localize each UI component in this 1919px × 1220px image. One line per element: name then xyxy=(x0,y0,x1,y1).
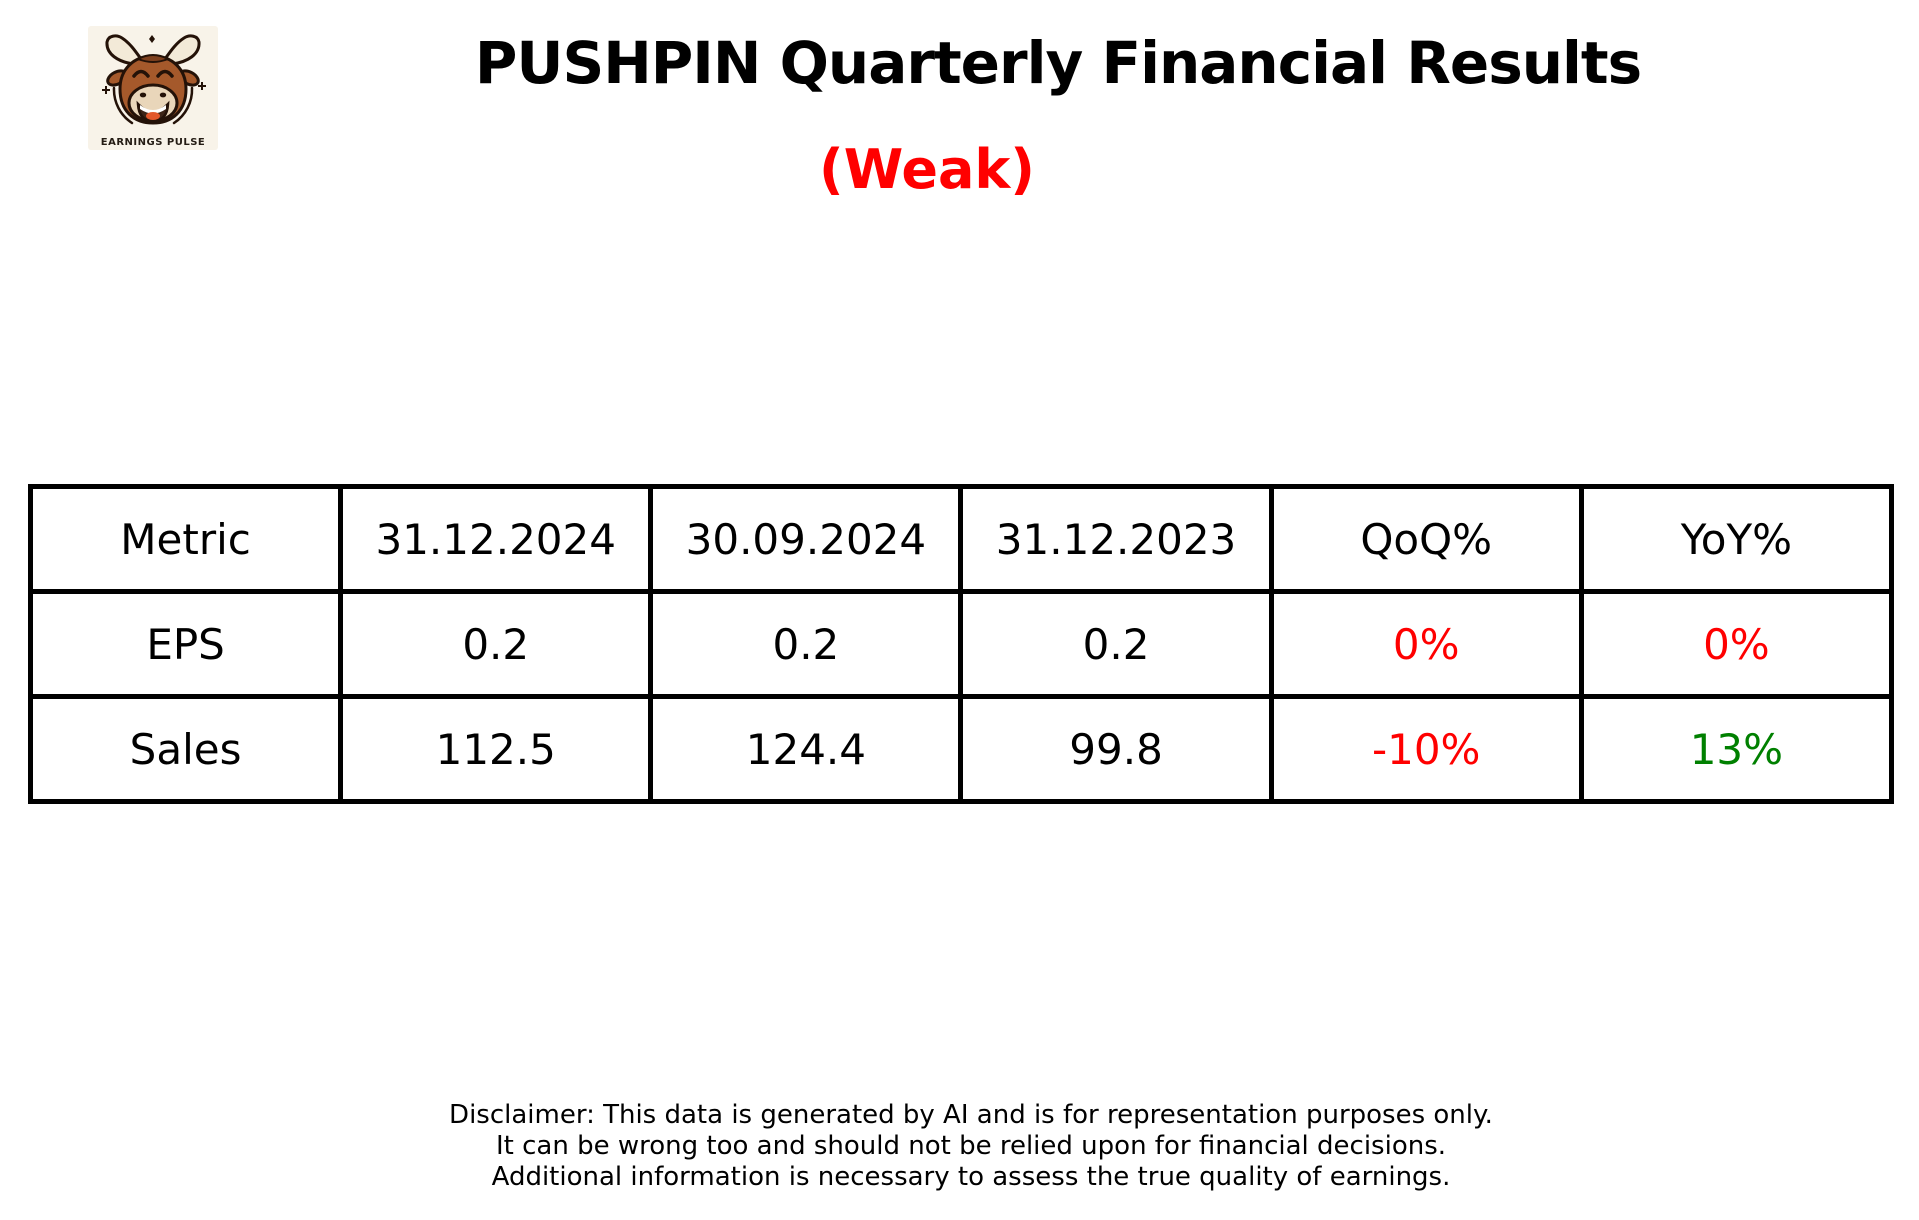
disclaimer-line-1: Disclaimer: This data is generated by AI… xyxy=(449,1100,1493,1130)
col-header-yoy: YoY% xyxy=(1578,484,1895,594)
sales-value-2: 124.4 xyxy=(648,694,964,804)
table-row-sales: Sales 112.5 124.4 99.8 -10% 13% xyxy=(27,694,1895,804)
col-header-qoq: QoQ% xyxy=(1268,484,1584,594)
bull-logo-icon: EARNINGS PULSE xyxy=(88,26,218,150)
col-header-period-3: 31.12.2023 xyxy=(958,484,1274,594)
eps-metric-cell: EPS xyxy=(27,589,344,699)
sales-metric-cell: Sales xyxy=(27,694,344,804)
sales-yoy-cell: 13% xyxy=(1578,694,1895,804)
eps-qoq-cell: 0% xyxy=(1268,589,1584,699)
eps-value-2: 0.2 xyxy=(648,589,964,699)
table-row-eps: EPS 0.2 0.2 0.2 0% 0% xyxy=(27,589,1895,699)
disclaimer: Disclaimer: This data is generated by AI… xyxy=(449,1100,1493,1193)
sales-qoq-cell: -10% xyxy=(1268,694,1584,804)
table-body: EPS 0.2 0.2 0.2 0% 0% Sales 112.5 124.4 … xyxy=(27,589,1895,804)
sales-value-3: 99.8 xyxy=(958,694,1274,804)
eps-value-1: 0.2 xyxy=(338,589,654,699)
table-header-row: Metric 31.12.2024 30.09.2024 31.12.2023 … xyxy=(27,484,1895,594)
eps-yoy-cell: 0% xyxy=(1578,589,1895,699)
col-header-period-2: 30.09.2024 xyxy=(648,484,964,594)
disclaimer-line-3: Additional information is necessary to a… xyxy=(491,1162,1451,1192)
eps-value-3: 0.2 xyxy=(958,589,1274,699)
col-header-period-1: 31.12.2024 xyxy=(338,484,654,594)
page-title: PUSHPIN Quarterly Financial Results xyxy=(474,29,1642,97)
financial-results-table: Metric 31.12.2024 30.09.2024 31.12.2023 … xyxy=(27,484,1895,804)
disclaimer-line-2: It can be wrong too and should not be re… xyxy=(495,1131,1447,1161)
table-header: Metric 31.12.2024 30.09.2024 31.12.2023 … xyxy=(27,484,1895,594)
earnings-pulse-logo: EARNINGS PULSE xyxy=(88,26,218,150)
logo-brand-text: EARNINGS PULSE xyxy=(101,137,205,148)
verdict-label: (Weak) xyxy=(819,138,1035,201)
col-header-metric: Metric xyxy=(27,484,344,594)
sales-value-1: 112.5 xyxy=(338,694,654,804)
